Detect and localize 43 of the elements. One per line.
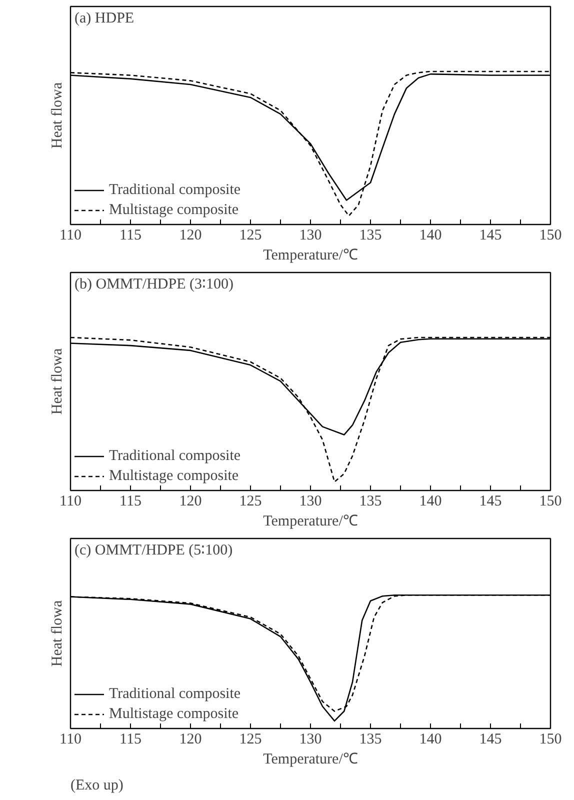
x-tick-label: 135 xyxy=(359,732,382,748)
x-tick-label: 140 xyxy=(419,494,442,510)
x-tick-label: 135 xyxy=(359,494,382,510)
chart-title: (c) OMMT/HDPE (5∶100) xyxy=(74,542,233,558)
y-axis-title: Heat flowa xyxy=(50,82,66,149)
x-tick-label: 110 xyxy=(60,494,82,510)
x-tick-label: 150 xyxy=(539,494,562,510)
legend-label: Multistage composite xyxy=(109,468,239,484)
x-tick-label: 115 xyxy=(120,228,142,244)
x-tick-label: 120 xyxy=(179,494,202,510)
text: (Exo up) xyxy=(70,778,124,794)
x-tick-label: 130 xyxy=(299,732,322,748)
legend-label: Traditional composite xyxy=(109,448,241,464)
legend-label: Multistage composite xyxy=(109,706,239,722)
y-axis-title: Heat flowa xyxy=(50,600,66,667)
x-tick-label: 125 xyxy=(239,228,262,244)
x-tick-label: 115 xyxy=(120,732,142,748)
x-tick-label: 145 xyxy=(479,494,502,510)
chart-title: (b) OMMT/HDPE (3∶100) xyxy=(74,276,234,292)
x-tick-label: 130 xyxy=(299,494,322,510)
x-axis-title: Temperature/℃ xyxy=(263,248,358,264)
legend-label: Multistage composite xyxy=(109,202,239,218)
x-tick-label: 150 xyxy=(539,228,562,244)
chart-title: (a) HDPE xyxy=(74,10,134,26)
x-axis-title: Temperature/℃ xyxy=(263,514,358,530)
x-tick-label: 130 xyxy=(299,228,322,244)
y-axis-title: Heat flowa xyxy=(50,348,66,415)
legend-label: Traditional composite xyxy=(109,686,241,702)
x-tick-label: 140 xyxy=(419,732,442,748)
x-tick-label: 145 xyxy=(479,228,502,244)
x-tick-label: 135 xyxy=(359,228,382,244)
x-tick-label: 110 xyxy=(60,732,82,748)
x-tick-label: 145 xyxy=(479,732,502,748)
x-axis-title: Temperature/℃ xyxy=(263,752,358,768)
x-tick-label: 120 xyxy=(179,228,202,244)
x-tick-label: 115 xyxy=(120,494,142,510)
x-tick-label: 140 xyxy=(419,228,442,244)
legend-label: Traditional composite xyxy=(109,182,241,198)
x-tick-label: 120 xyxy=(179,732,202,748)
x-tick-label: 150 xyxy=(539,732,562,748)
x-tick-label: 125 xyxy=(239,732,262,748)
x-tick-label: 125 xyxy=(239,494,262,510)
x-tick-label: 110 xyxy=(60,228,82,244)
